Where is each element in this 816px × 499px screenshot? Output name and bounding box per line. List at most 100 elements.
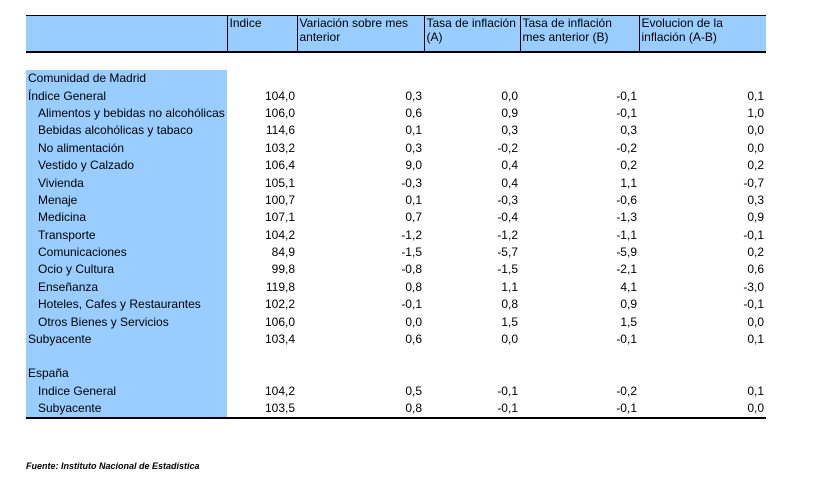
cell-indice: 105,1 bbox=[264, 175, 295, 190]
cell-tasa-a: -1,5 bbox=[497, 262, 518, 277]
cell-evolucion: 0,0 bbox=[747, 123, 764, 138]
cell-evolucion: 0,1 bbox=[747, 88, 764, 103]
cell-evolucion: -3,0 bbox=[743, 279, 764, 294]
cell-evolucion: 0,0 bbox=[747, 140, 764, 155]
row-label: Indice General bbox=[26, 382, 227, 401]
row-label: Bebidas alcohólicas y tabaco bbox=[26, 122, 227, 140]
cell-tasa-a: 0,3 bbox=[501, 123, 518, 138]
cell-variacion: 0,8 bbox=[405, 401, 422, 416]
table-row-madrid-9: Ocio y Cultura 99,8 -0,8 -1,5 -2,1 0,6 bbox=[26, 261, 766, 279]
table-row-madrid-12: Otros Bienes y Servicios 106,0 0,0 1,5 1,5 0,… bbox=[26, 313, 766, 331]
cell-tasa-b: 1,1 bbox=[620, 175, 637, 190]
row-label: Vivienda bbox=[26, 174, 227, 192]
row-label: Índice General bbox=[26, 87, 227, 105]
cell-tasa-b: -0,2 bbox=[616, 383, 637, 398]
cell-tasa-a: -0,1 bbox=[497, 401, 518, 416]
table-row-madrid-1: Bebidas alcohólicas y tabaco 114,6 0,1 0,3 0… bbox=[26, 122, 766, 140]
cell-tasa-b: -1,3 bbox=[616, 210, 637, 225]
table-row-espana-0: Indice General 104,2 0,5 -0,1 -0,2 0,1 bbox=[26, 382, 766, 401]
cell-variacion: 0,6 bbox=[405, 105, 422, 120]
cell-variacion: -1,5 bbox=[401, 245, 422, 260]
table-row-madrid-5: Menaje 100,7 0,1 -0,3 -0,6 0,3 bbox=[26, 191, 766, 210]
row-label: Menaje bbox=[26, 191, 227, 210]
section-title: España bbox=[26, 365, 227, 383]
row-label: Hoteles, Cafes y Restaurantes bbox=[26, 296, 227, 314]
cell-indice: 99,8 bbox=[271, 262, 295, 277]
cell-variacion: -0,3 bbox=[401, 175, 422, 190]
cell-variacion: 0,5 bbox=[405, 383, 422, 398]
cell-variacion: -1,2 bbox=[401, 227, 422, 242]
source-note: Fuente: Instituto Nacional de Estadístic… bbox=[26, 461, 200, 471]
cell-variacion: 0,3 bbox=[405, 88, 422, 103]
cell-tasa-b: -0,6 bbox=[616, 192, 637, 207]
cell-evolucion: 0,1 bbox=[747, 383, 764, 398]
cell-indice: 119,8 bbox=[265, 279, 295, 294]
table-body: Comunidad de Madrid Índice General 104,0… bbox=[26, 52, 766, 419]
cell-evolucion: 1,0 bbox=[747, 105, 764, 120]
table-row-madrid-11: Hoteles, Cafes y Restaurantes 102,2 -0,1 0,… bbox=[26, 296, 766, 314]
cell-evolucion: -0,1 bbox=[743, 297, 764, 312]
cell-indice: 103,4 bbox=[264, 332, 295, 347]
cell-indice: 104,2 bbox=[264, 383, 295, 398]
cell-variacion: -0,1 bbox=[401, 297, 422, 312]
cell-tasa-b: 0,9 bbox=[620, 297, 637, 312]
cell-indice: 107,1 bbox=[264, 210, 295, 225]
row-label: Subyacente bbox=[26, 330, 227, 349]
cell-tasa-b: 0,2 bbox=[620, 158, 637, 173]
cell-evolucion: 0,0 bbox=[747, 314, 764, 329]
cell-indice: 106,0 bbox=[264, 105, 295, 120]
cell-tasa-a: -0,3 bbox=[497, 192, 518, 207]
cell-variacion: 0,3 bbox=[405, 140, 422, 155]
cell-tasa-b: -0,1 bbox=[616, 332, 637, 347]
header-row: Indice Variación sobre mes anterior Tasa… bbox=[26, 15, 766, 53]
cell-tasa-b: -1,1 bbox=[616, 227, 637, 242]
table-row-espana-1: Subyacente 103,5 0,8 -0,1 -0,1 0,0 bbox=[26, 400, 766, 419]
table-row-madrid-4: Vivienda 105,1 -0,3 0,4 1,1 -0,7 bbox=[26, 174, 766, 192]
cell-variacion: 0,6 bbox=[405, 332, 422, 347]
cell-evolucion: 0,2 bbox=[747, 158, 764, 173]
header-tasa-b: Tasa de inflación mes anterior (B) bbox=[519, 15, 639, 53]
table-row-madrid-8: Comunicaciones 84,9 -1,5 -5,7 -5,9 0,2 bbox=[26, 243, 766, 262]
cell-tasa-b: -0,1 bbox=[616, 105, 637, 120]
table-row-general: Índice General 104,0 0,3 0,0 -0,1 0,1 bbox=[26, 87, 766, 105]
row-label: Comunicaciones bbox=[26, 243, 227, 262]
table-row-madrid-6: Medicina 107,1 0,7 -0,4 -1,3 0,9 bbox=[26, 209, 766, 227]
section-title: Comunidad de Madrid bbox=[26, 70, 227, 88]
table-row-madrid-0: Alimentos y bebidas no alcohólicas 106,0 0… bbox=[26, 104, 766, 123]
row-label: Medicina bbox=[26, 209, 227, 227]
cell-tasa-b: -0,1 bbox=[616, 88, 637, 103]
header-evolucion: Evolucion de la inflación (A-B) bbox=[638, 15, 766, 53]
cell-tasa-b: 0,3 bbox=[620, 123, 637, 138]
row-label: Otros Bienes y Servicios bbox=[26, 313, 227, 331]
cell-tasa-a: -0,1 bbox=[497, 383, 518, 398]
row-label: Subyacente bbox=[26, 400, 227, 419]
table-row-madrid-2: No alimentación 103,2 0,3 -0,2 -0,2 0,0 bbox=[26, 139, 766, 157]
cell-tasa-a: 1,1 bbox=[501, 279, 518, 294]
cell-tasa-a: 1,5 bbox=[501, 314, 518, 329]
header-indice: Indice bbox=[226, 15, 297, 53]
cell-tasa-b: 4,1 bbox=[620, 279, 637, 294]
row-label: Ocio y Cultura bbox=[26, 261, 227, 279]
cell-evolucion: 0,1 bbox=[747, 332, 764, 347]
header-variacion: Variación sobre mes anterior bbox=[296, 15, 424, 53]
cell-tasa-b: 1,5 bbox=[620, 314, 637, 329]
cell-evolucion: 0,0 bbox=[747, 401, 764, 416]
cell-tasa-a: 0,9 bbox=[501, 105, 518, 120]
cell-tasa-b: -0,1 bbox=[616, 401, 637, 416]
cell-evolucion: 0,2 bbox=[747, 245, 764, 260]
cell-indice: 106,4 bbox=[264, 158, 295, 173]
table-row-madrid-10: Enseñanza 119,8 0,8 1,1 4,1 -3,0 bbox=[26, 278, 766, 297]
spacer-row bbox=[26, 348, 766, 366]
section-row-espana: España bbox=[26, 365, 766, 383]
header-tasa-a: Tasa de inflación (A) bbox=[423, 15, 520, 53]
cell-tasa-a: 0,0 bbox=[501, 332, 518, 347]
cell-tasa-b: -2,1 bbox=[616, 262, 637, 277]
cell-indice: 100,7 bbox=[264, 192, 295, 207]
cell-tasa-b: -0,2 bbox=[616, 140, 637, 155]
cell-evolucion: 0,3 bbox=[747, 192, 764, 207]
cell-indice: 102,2 bbox=[264, 297, 295, 312]
cell-indice: 104,2 bbox=[264, 227, 295, 242]
cell-indice: 103,5 bbox=[264, 401, 295, 416]
cell-tasa-a: 0,4 bbox=[501, 158, 518, 173]
cpi-table-container: Indice Variación sobre mes anterior Tasa… bbox=[26, 15, 766, 419]
